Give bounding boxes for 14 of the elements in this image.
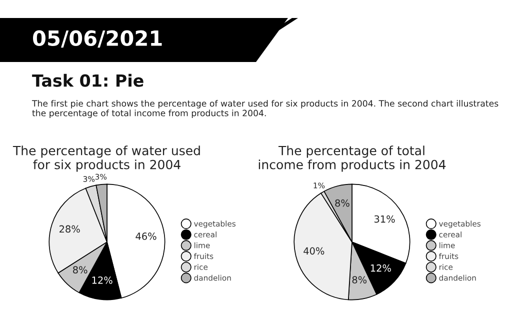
chart-title: The percentage of water used for six products in 2004 [12, 146, 200, 172]
data-label: 46% [136, 232, 156, 240]
text: 05/06/2021 [32, 30, 162, 48]
data-label: 12% [92, 276, 112, 284]
text: The first pie chart shows the percentage of water used for six products in 2004. The second chart illustrates the percentage of total income from products in 2004. [32, 100, 498, 118]
text: Task 01: Pie [32, 74, 144, 87]
data-label: 28% [60, 225, 80, 233]
data-label: 8% [73, 266, 88, 274]
chart-title: The percentage of total income from products in 2004 [258, 146, 446, 172]
data-label: 12% [370, 264, 391, 272]
data-label: 8% [352, 276, 367, 284]
data-label: 8% [335, 199, 350, 207]
data-label: 31% [374, 215, 395, 223]
data-label: 40% [304, 247, 324, 255]
